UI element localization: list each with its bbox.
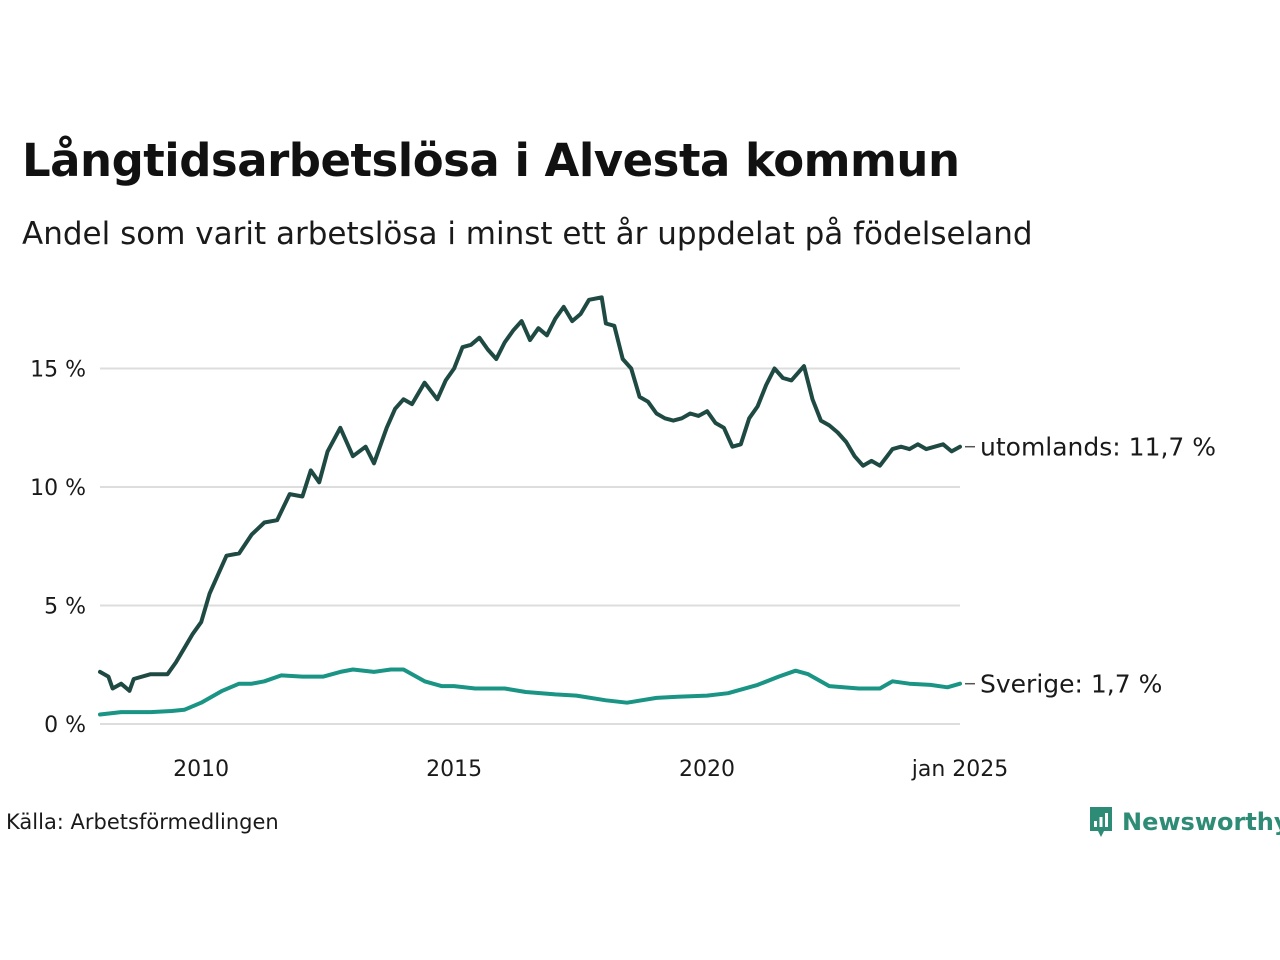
y-tick-label: 0 % bbox=[44, 713, 86, 738]
source-note: Källa: Arbetsförmedlingen bbox=[6, 810, 279, 834]
end-label-sverige: Sverige: 1,7 % bbox=[980, 670, 1162, 699]
x-axis-ticks: 2010 2015 2020 jan 2025 bbox=[173, 757, 1008, 782]
brand-logo: Newsworthy bbox=[1088, 804, 1280, 840]
y-tick-label: 15 % bbox=[30, 358, 86, 383]
brand-name: Newsworthy bbox=[1122, 808, 1280, 836]
chart-title: Långtidsarbetslösa i Alvesta kommun bbox=[22, 134, 960, 187]
y-axis-ticks: 0 % 5 % 10 % 15 % bbox=[30, 358, 86, 739]
y-tick-label: 10 % bbox=[30, 476, 86, 501]
series-line-utomlands bbox=[98, 295, 962, 693]
gridlines bbox=[100, 367, 960, 725]
x-tick-label: 2015 bbox=[426, 757, 482, 782]
y-tick-label: 5 % bbox=[44, 595, 86, 620]
newsworthy-logo-icon bbox=[1090, 807, 1112, 837]
series-lines bbox=[98, 295, 962, 717]
chart-subtitle: Andel som varit arbetslösa i minst ett å… bbox=[22, 216, 1033, 252]
x-tick-label: 2020 bbox=[679, 757, 735, 782]
series-end-labels: utomlands: 11,7 % Sverige: 1,7 % bbox=[965, 433, 1216, 699]
series-line-sverige bbox=[98, 667, 962, 717]
x-tick-label: jan 2025 bbox=[911, 757, 1009, 782]
end-label-utomlands: utomlands: 11,7 % bbox=[980, 433, 1216, 462]
x-tick-label: 2010 bbox=[173, 757, 229, 782]
